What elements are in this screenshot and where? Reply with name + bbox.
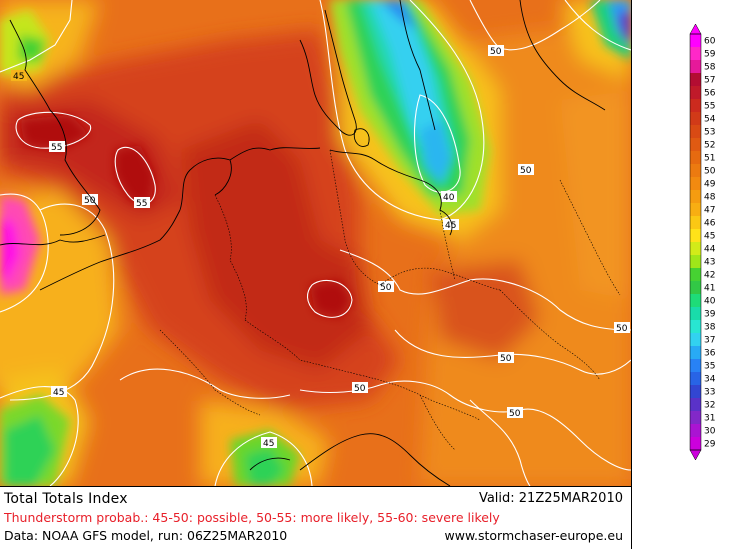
- contour-label: 50: [509, 409, 521, 419]
- legend-tick-label: 37: [704, 336, 715, 346]
- legend-swatch: [690, 125, 701, 139]
- legend-tick-label: 59: [704, 50, 716, 60]
- legend-swatch: [690, 333, 701, 347]
- legend-tick-label: 57: [704, 76, 715, 86]
- map-title: Total Totals Index: [4, 491, 128, 507]
- weather-map: 45 55 55 50 50 50 40 45 50 50: [0, 0, 632, 487]
- contour-lines: [0, 0, 631, 486]
- legend-tick-label: 35: [704, 362, 715, 372]
- legend-tick-label: 31: [704, 414, 715, 424]
- contour-label: 45: [53, 388, 64, 398]
- legend-swatch: [690, 268, 701, 282]
- legend-arrow-up: [689, 23, 702, 35]
- legend-swatch: [690, 203, 701, 217]
- contour-label: 50: [354, 384, 366, 394]
- website-link[interactable]: www.stormchaser-europe.eu: [444, 528, 624, 543]
- contour-label-group: 45 55 55 50 50 50 40 45 50 50: [11, 45, 630, 449]
- legend-tick-label: 45: [704, 232, 715, 242]
- legend-swatch: [690, 242, 701, 256]
- contour-label: 55: [136, 199, 147, 209]
- legend-tick-label: 44: [704, 245, 716, 255]
- legend-tick-label: 34: [704, 375, 716, 385]
- legend-tick-label: 54: [704, 115, 716, 125]
- legend-bars: [689, 23, 702, 461]
- contour-label: 50: [500, 354, 512, 364]
- contour-label: 50: [616, 324, 628, 334]
- contour-label: 50: [520, 166, 532, 176]
- legend-swatch: [690, 138, 701, 152]
- contour-label: 50: [84, 196, 96, 206]
- legend-swatch: [690, 73, 701, 87]
- legend-tick-label: 53: [704, 128, 715, 138]
- legend-tick-label: 38: [704, 323, 716, 333]
- contour-label: 45: [263, 439, 274, 449]
- legend-labels: 60 59 58 57 56 55 54 53 52 51 50 49 48 47 46 45 44 43 42 41…: [704, 37, 716, 450]
- contour-label: 45: [445, 221, 456, 231]
- legend-swatch: [690, 47, 701, 61]
- legend-tick-label: 51: [704, 154, 715, 164]
- legend-swatch: [690, 99, 701, 113]
- legend-swatch: [690, 216, 701, 230]
- legend-tick-label: 48: [704, 193, 716, 203]
- legend-frame: [689, 33, 702, 451]
- legend-swatch: [690, 112, 701, 126]
- legend-swatch: [690, 60, 701, 74]
- legend-tick-label: 56: [704, 89, 716, 99]
- legend-swatch: [690, 346, 701, 360]
- legend-tick-label: 36: [704, 349, 716, 359]
- legend-swatch: [690, 424, 701, 438]
- contour-label: 50: [380, 283, 392, 293]
- valid-time: Valid: 21Z25MAR2010: [478, 491, 623, 506]
- legend-swatch: [690, 281, 701, 295]
- legend-swatch: [690, 190, 701, 204]
- coastlines: [0, 0, 606, 486]
- field-inner-layers: [0, 0, 631, 486]
- legend-tick-label: 32: [704, 401, 715, 411]
- legend-tick-label: 60: [704, 37, 716, 47]
- legend-swatch: [690, 372, 701, 386]
- legend-swatch: [690, 411, 701, 425]
- legend-swatch: [690, 294, 701, 308]
- legend-swatch: [690, 229, 701, 243]
- map-footer: Total Totals Index Valid: 21Z25MAR2010 T…: [0, 487, 632, 549]
- contour-label: 55: [51, 143, 62, 153]
- contour-label: 40: [443, 193, 455, 203]
- legend-swatch: [690, 164, 701, 178]
- legend-tick-label: 58: [704, 63, 716, 73]
- legend-arrow-down: [689, 449, 702, 461]
- borders: [159, 149, 621, 451]
- legend-tick-label: 46: [704, 219, 716, 229]
- legend-tick-label: 41: [704, 284, 715, 294]
- legend-tick-label: 50: [704, 167, 716, 177]
- legend-tick-label: 29: [704, 440, 716, 450]
- legend-swatch: [690, 398, 701, 412]
- data-source-info: Data: NOAA GFS model, run: 06Z25MAR2010: [4, 528, 288, 543]
- legend-tick-label: 47: [704, 206, 715, 216]
- legend-tick-label: 49: [704, 180, 716, 190]
- legend-tick-label: 42: [704, 271, 715, 281]
- legend-tick-label: 39: [704, 310, 716, 320]
- contour-label: 50: [490, 47, 502, 57]
- legend-tick-label: 33: [704, 388, 715, 398]
- legend-swatch: [690, 255, 701, 269]
- legend-tick-label: 52: [704, 141, 715, 151]
- legend-swatch: [690, 151, 701, 165]
- legend-tick-label: 43: [704, 258, 715, 268]
- legend-swatch: [690, 320, 701, 334]
- color-legend: 60 59 58 57 56 55 54 53 52 51 50 49 48 47 46 45 44 43 42 41…: [689, 23, 716, 461]
- legend-swatch: [690, 177, 701, 191]
- legend-tick-label: 55: [704, 102, 715, 112]
- thunderstorm-probability-note: Thunderstorm probab.: 45-50: possible, 5…: [4, 510, 500, 525]
- legend-swatch: [690, 385, 701, 399]
- contour-label: 45: [13, 72, 24, 82]
- legend-swatch: [690, 34, 701, 48]
- map-canvas: 45 55 55 50 50 50 40 45 50 50: [0, 0, 631, 486]
- legend-tick-label: 40: [704, 297, 716, 307]
- legend-tick-label: 30: [704, 427, 716, 437]
- legend-swatch: [690, 86, 701, 100]
- legend-swatch: [690, 307, 701, 321]
- legend-swatch: [690, 359, 701, 373]
- legend-swatch: [690, 437, 701, 451]
